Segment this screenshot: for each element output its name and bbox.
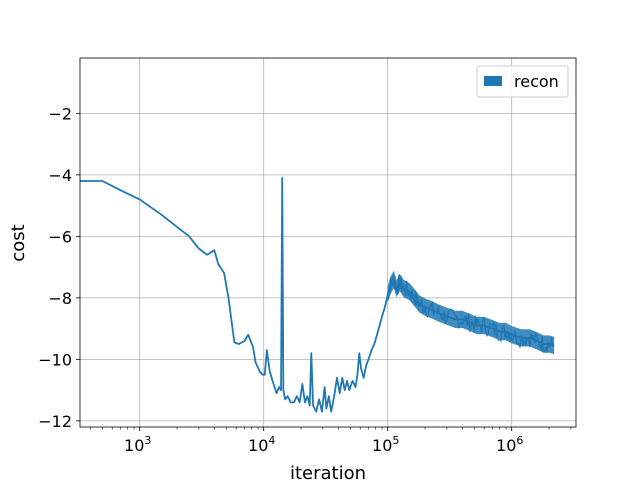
series-noise-texture [387,274,554,353]
y-tick-label: −12 [38,412,72,431]
series-noise-band [387,270,555,355]
y-axis-label: cost [8,224,29,261]
y-tick-label: −4 [48,166,72,185]
y-tick-label: −2 [48,104,72,123]
legend: recon [476,65,569,98]
y-tick-label: −10 [38,350,72,369]
x-axis-label: iteration [290,463,366,480]
x-tick-label: 103 [124,434,151,455]
x-tick-label: 105 [372,434,399,455]
grid [80,58,576,427]
series-layer [80,177,555,413]
noise-band [387,270,555,355]
ticks: 103 104 105 106 −2 −4 −6 −8 −10 −12 [38,104,572,455]
legend-label: recon [514,72,559,91]
y-tick-label: −6 [48,227,72,246]
y-tick-label: −8 [48,289,72,308]
series-line-recon [80,177,555,413]
axes-frame [79,57,577,428]
legend-swatch [484,76,502,86]
x-tick-label: 104 [248,434,275,455]
x-tick-label: 106 [496,434,523,455]
legend-box [476,65,569,98]
